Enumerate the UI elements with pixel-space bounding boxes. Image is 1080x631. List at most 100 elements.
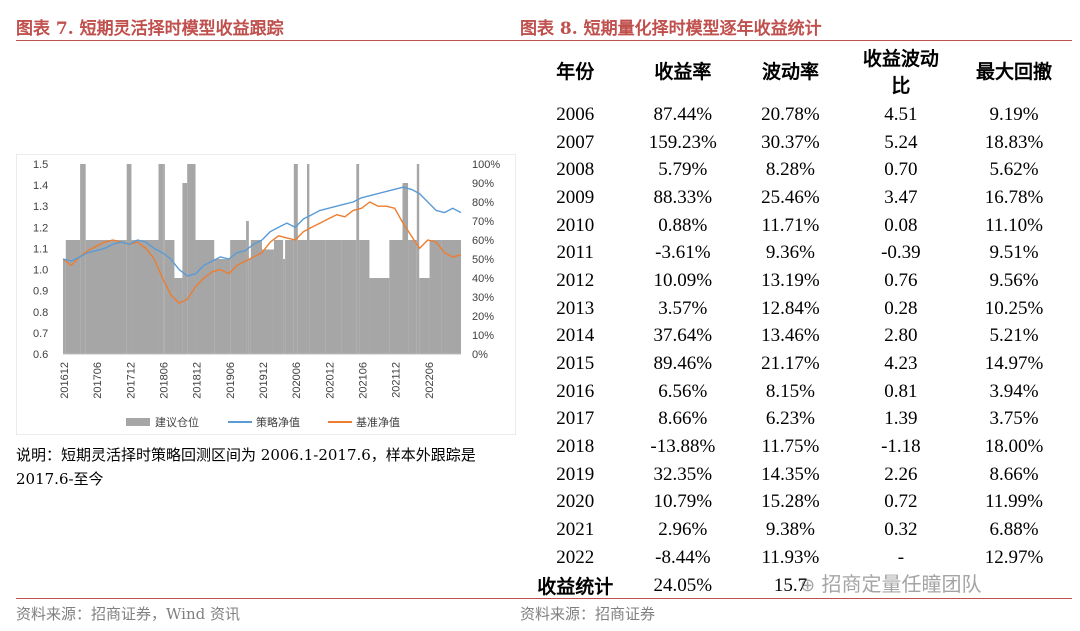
table-cell-year: 2012 — [556, 269, 595, 291]
table-cell-year: 2016 — [556, 380, 595, 402]
table-cell: 11.75% — [761, 436, 820, 458]
table-cell: 4.51 — [884, 103, 918, 125]
y-right-tick-label: 90% — [472, 178, 494, 190]
table-cell: 8.66% — [989, 463, 1039, 485]
y-right-tick-label: 30% — [472, 292, 494, 304]
x-tick-label: 201712 — [125, 362, 137, 399]
table-cell-year: 2009 — [556, 186, 595, 208]
legend-label-position: 建议仓位 — [155, 415, 199, 429]
table-cell: 5.21% — [989, 325, 1039, 347]
table-cell: 25.46% — [761, 186, 820, 208]
table-cell-year: 2011 — [556, 242, 594, 264]
position-bar — [285, 240, 294, 354]
position-bar — [214, 259, 231, 354]
position-bar — [131, 240, 159, 354]
right-source-rule — [520, 598, 1072, 599]
table-row: 2006 87.44% 20.78% 4.51 9.19% — [520, 101, 1072, 129]
left-title-rule — [16, 40, 521, 41]
header-volatility: 波动率 — [761, 61, 819, 83]
table-row: 2008 5.79% 8.28% 0.70 5.62% — [520, 156, 1072, 184]
position-bar — [441, 240, 461, 354]
table-cell-year: 收益统计 — [537, 576, 614, 599]
table-cell: 11.10% — [985, 214, 1043, 236]
table-row: 2019 32.35% 14.35% 2.26 8.66% — [520, 461, 1072, 489]
table-cell: 9.36% — [765, 242, 815, 264]
y-right-tick-label: 40% — [472, 273, 494, 285]
table-cell-year: 2018 — [556, 436, 595, 458]
table-cell: 8.15% — [765, 380, 815, 402]
x-tick-label: 201806 — [159, 362, 171, 399]
table-cell: 11.71% — [761, 214, 820, 236]
y-left-tick-label: 0.8 — [33, 307, 48, 319]
table-cell: 0.88% — [658, 214, 708, 236]
table-cell: -13.88% — [650, 436, 716, 458]
x-tick-label: 201706 — [92, 362, 104, 399]
table-cell: 87.44% — [653, 103, 713, 125]
table-cell: 3.57% — [658, 297, 708, 319]
y-left-tick-label: 1.3 — [33, 201, 48, 213]
table-cell: 18.83% — [984, 131, 1044, 153]
table-cell: 30.37% — [761, 131, 820, 153]
position-bar — [325, 240, 342, 354]
x-tick-label: 202206 — [424, 362, 436, 399]
position-bar — [195, 240, 215, 354]
table-row: 2012 10.09% 13.19% 0.76 9.56% — [520, 267, 1072, 295]
position-bar — [419, 278, 430, 354]
table-cell: 0.08 — [884, 214, 918, 236]
table-cell-year: 2013 — [556, 297, 595, 319]
y-left-tick-label: 0.7 — [33, 328, 48, 340]
y-left-tick-label: 1.2 — [33, 222, 48, 234]
table-cell: 21.17% — [761, 353, 820, 375]
table-cell: 32.35% — [653, 463, 713, 485]
y-right-tick-label: 0% — [472, 349, 488, 361]
y-left-tick-label: 1.1 — [33, 243, 48, 255]
table-cell: 13.46% — [761, 325, 820, 347]
table-cell: -0.39 — [881, 242, 921, 264]
x-tick-label: 202106 — [358, 362, 370, 399]
position-bar — [416, 164, 420, 354]
x-tick-label: 202006 — [291, 362, 303, 399]
table-cell: 9.51% — [989, 242, 1039, 264]
table-cell: 3.47 — [884, 186, 918, 208]
y-right-tick-label: 10% — [472, 330, 494, 342]
table-cell: 159.23% — [648, 131, 717, 153]
table-cell: 89.46% — [653, 353, 713, 375]
left-figure-title: 图表 7. 短期灵活择时模型收益跟踪 — [16, 19, 284, 39]
annual-stats-table: 年份 收益率 波动率 收益波动比 最大回撤 2006 87.44% 20.78% 4.… — [520, 44, 1072, 599]
table-cell: 0.32 — [884, 519, 918, 541]
table-cell: 18.00% — [984, 436, 1044, 458]
table-row: 2017 8.66% 6.23% 1.39 3.75% — [520, 406, 1072, 434]
position-bar — [369, 278, 390, 354]
table-cell: 2.80 — [884, 325, 918, 347]
position-bar — [182, 183, 188, 354]
position-bar — [63, 259, 66, 354]
position-bar — [163, 164, 165, 354]
table-cell: 11.99% — [985, 491, 1043, 513]
table-cell: 9.19% — [989, 103, 1039, 125]
table-cell: 0.72 — [884, 491, 918, 513]
table-cell: 10.09% — [653, 269, 713, 291]
position-bar — [341, 240, 357, 354]
position-bar — [158, 164, 164, 354]
table-cell: 9.56% — [989, 269, 1039, 291]
table-cell-year: 2017 — [556, 408, 595, 430]
table-cell-year: 2021 — [556, 519, 595, 541]
x-tick-label: 202112 — [391, 362, 403, 398]
table-cell: 2.26 — [884, 463, 918, 485]
table-row: 2014 37.64% 13.46% 2.80 5.21% — [520, 323, 1072, 351]
y-left-tick-label: 0.6 — [33, 349, 48, 361]
table-cell: 0.76 — [884, 269, 918, 291]
table-cell: 14.35% — [761, 463, 820, 485]
table-row: 2022 -8.44% 11.93% - 12.97% — [520, 544, 1072, 572]
legend-label-benchmark: 基准净值 — [356, 415, 400, 429]
position-bar — [359, 240, 370, 354]
position-bar — [429, 240, 442, 354]
right-figure-title: 图表 8. 短期量化择时模型逐年收益统计 — [520, 19, 822, 39]
position-bar — [126, 164, 132, 354]
table-cell: 5.24 — [884, 131, 918, 153]
table-row: 收益统计 24.05% 15.7 — [520, 572, 1072, 600]
table-header-row: 年份 收益率 波动率 收益波动比 最大回撤 — [520, 44, 1072, 101]
table-cell: 3.75% — [989, 408, 1039, 430]
table-cell-year: 2020 — [556, 491, 595, 513]
table-cell: 24.05% — [653, 574, 713, 596]
